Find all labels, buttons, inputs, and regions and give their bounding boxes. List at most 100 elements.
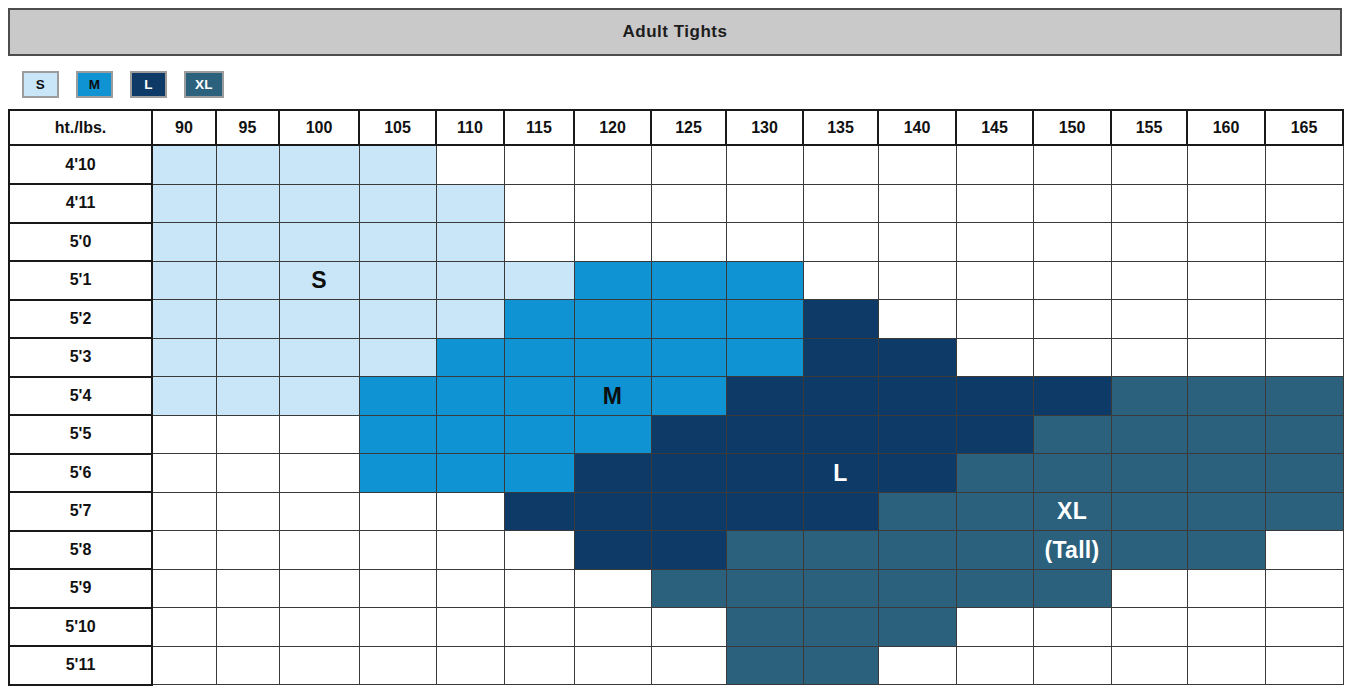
grid-row: 5'1 S bbox=[9, 261, 1343, 300]
empty-cell bbox=[152, 646, 216, 685]
weight-header: 155 bbox=[1111, 110, 1187, 145]
size-cell-xl bbox=[878, 608, 956, 647]
size-cell-m bbox=[504, 300, 574, 339]
empty-cell bbox=[1265, 223, 1343, 262]
size-cell-l bbox=[726, 454, 803, 493]
size-cell-xl bbox=[1033, 569, 1111, 608]
size-cell-s bbox=[436, 261, 504, 300]
height-label: 5'6 bbox=[9, 454, 152, 493]
empty-cell bbox=[956, 608, 1033, 647]
empty-cell bbox=[152, 569, 216, 608]
empty-cell bbox=[1265, 261, 1343, 300]
title-bar: Adult Tights bbox=[8, 8, 1342, 56]
size-cell-m bbox=[651, 300, 726, 339]
empty-cell bbox=[956, 261, 1033, 300]
grid-row: 5'9 bbox=[9, 569, 1343, 608]
empty-cell bbox=[878, 300, 956, 339]
size-cell-xl bbox=[1111, 492, 1187, 531]
empty-cell bbox=[436, 531, 504, 570]
size-cell-m bbox=[726, 300, 803, 339]
size-cell-s bbox=[152, 338, 216, 377]
size-cell-m bbox=[726, 338, 803, 377]
height-label: 5'0 bbox=[9, 223, 152, 262]
empty-cell bbox=[152, 608, 216, 647]
empty-cell bbox=[878, 261, 956, 300]
empty-cell bbox=[1187, 338, 1265, 377]
size-cell-s bbox=[279, 300, 359, 339]
empty-cell bbox=[359, 646, 436, 685]
empty-cell bbox=[1265, 646, 1343, 685]
weight-header: 160 bbox=[1187, 110, 1265, 145]
size-cell-xl: XL bbox=[1033, 492, 1111, 531]
size-cell-s: S bbox=[279, 261, 359, 300]
height-label: 4'10 bbox=[9, 145, 152, 184]
size-cell-m bbox=[726, 261, 803, 300]
empty-cell bbox=[436, 646, 504, 685]
size-cell-m bbox=[574, 300, 651, 339]
legend-chip-l: L bbox=[130, 71, 167, 98]
height-label: 5'10 bbox=[9, 608, 152, 647]
size-cell-m bbox=[574, 338, 651, 377]
size-cell-xl bbox=[1033, 415, 1111, 454]
empty-cell bbox=[1111, 300, 1187, 339]
empty-cell bbox=[651, 184, 726, 223]
empty-cell bbox=[1111, 223, 1187, 262]
grid-row: 4'11 bbox=[9, 184, 1343, 223]
empty-cell bbox=[152, 531, 216, 570]
weight-header: 100 bbox=[279, 110, 359, 145]
empty-cell bbox=[574, 569, 651, 608]
empty-cell bbox=[574, 646, 651, 685]
empty-cell bbox=[279, 608, 359, 647]
empty-cell bbox=[574, 223, 651, 262]
empty-cell bbox=[279, 646, 359, 685]
height-label: 5'3 bbox=[9, 338, 152, 377]
size-cell-s bbox=[152, 300, 216, 339]
empty-cell bbox=[803, 184, 878, 223]
empty-cell bbox=[956, 300, 1033, 339]
empty-cell bbox=[152, 492, 216, 531]
size-cell-s bbox=[216, 184, 279, 223]
empty-cell bbox=[216, 569, 279, 608]
empty-cell bbox=[216, 454, 279, 493]
size-cell-l bbox=[956, 377, 1033, 416]
empty-cell bbox=[956, 184, 1033, 223]
size-cell-m bbox=[436, 415, 504, 454]
size-cell-m bbox=[504, 377, 574, 416]
legend-chip-m: M bbox=[76, 71, 113, 98]
size-cell-l bbox=[651, 454, 726, 493]
empty-cell bbox=[574, 184, 651, 223]
empty-cell bbox=[1111, 338, 1187, 377]
weight-header: 115 bbox=[504, 110, 574, 145]
size-cell-s bbox=[216, 223, 279, 262]
size-cell-xl bbox=[1111, 377, 1187, 416]
size-cell-xl bbox=[1265, 492, 1343, 531]
size-cell-m bbox=[359, 377, 436, 416]
size-cell-xl bbox=[726, 608, 803, 647]
size-cell-l bbox=[956, 415, 1033, 454]
size-cell-l bbox=[504, 492, 574, 531]
grid-row: 5'0 bbox=[9, 223, 1343, 262]
empty-cell bbox=[1265, 184, 1343, 223]
empty-cell bbox=[1111, 184, 1187, 223]
empty-cell bbox=[1265, 569, 1343, 608]
empty-cell bbox=[651, 223, 726, 262]
height-label: 5'1 bbox=[9, 261, 152, 300]
height-label: 4'11 bbox=[9, 184, 152, 223]
size-cell-l bbox=[878, 338, 956, 377]
grid-body: 4'104'115'05'1S5'25'35'4M5'55'6L5'7XL5'8… bbox=[9, 145, 1343, 685]
empty-cell bbox=[878, 223, 956, 262]
size-cell-xl bbox=[726, 531, 803, 570]
empty-cell bbox=[279, 569, 359, 608]
empty-cell bbox=[216, 646, 279, 685]
weight-header: 95 bbox=[216, 110, 279, 145]
weight-header: 140 bbox=[878, 110, 956, 145]
size-cell-l bbox=[878, 377, 956, 416]
size-cell-xl bbox=[1187, 492, 1265, 531]
empty-cell bbox=[651, 145, 726, 184]
empty-cell bbox=[504, 145, 574, 184]
size-cell-xl bbox=[1187, 531, 1265, 570]
empty-cell bbox=[1033, 145, 1111, 184]
size-cell-xl bbox=[1111, 454, 1187, 493]
size-cell-m bbox=[359, 454, 436, 493]
weight-header: 150 bbox=[1033, 110, 1111, 145]
